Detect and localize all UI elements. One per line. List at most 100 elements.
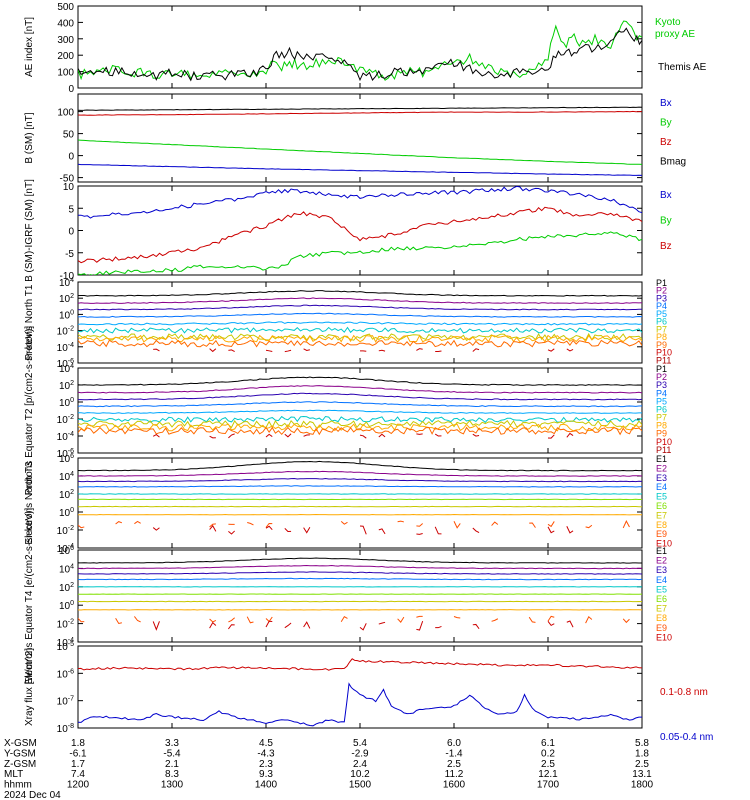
legend-label: P10 — [656, 348, 672, 358]
series-line-Bz — [78, 110, 642, 116]
series-line-E9 — [547, 521, 555, 528]
y-tick-label: 104 — [59, 363, 74, 375]
series-line-0.1-0.8 nm — [78, 658, 642, 671]
series-line-E10 — [566, 620, 574, 628]
y-tick-label: 10-8 — [57, 723, 74, 735]
x-row-value: -4.3 — [257, 748, 275, 759]
y-tick-label: 200 — [57, 51, 74, 62]
series-line-P10 — [566, 348, 574, 352]
legend-label: Bz — [660, 137, 672, 148]
series-line-E10 — [284, 527, 292, 532]
legend-label: 0.05-0.4 nm — [660, 732, 713, 743]
x-row-value: 1600 — [443, 780, 466, 791]
y-tick-label: -10 — [60, 271, 75, 282]
x-row-value: 1.8 — [71, 738, 85, 749]
series-line-E1 — [78, 460, 642, 472]
x-row-value: 1.8 — [635, 748, 649, 759]
series-line-E9 — [228, 617, 235, 623]
series-line-E9 — [416, 615, 423, 618]
series-line-E10 — [209, 524, 217, 532]
series-line-E10 — [265, 525, 273, 531]
y-tick-label: 10-4 — [57, 342, 74, 354]
legend-label: E8 — [656, 520, 667, 530]
series-line-E10 — [378, 528, 386, 535]
x-row-value: 5.4 — [353, 738, 367, 749]
series-line-E10 — [209, 621, 217, 629]
series-line-E9 — [529, 522, 536, 528]
y-tick-label: 0 — [68, 227, 74, 238]
legend-label: E9 — [656, 529, 667, 539]
series-line-P4 — [78, 312, 642, 318]
legend-label: E10 — [656, 539, 672, 549]
panel-3: -10 -5 0 5 10 B (SM)-IGRF (SM) [nT] Bx By Bz — [24, 179, 672, 282]
series-line-P10 — [209, 348, 217, 353]
y-tick-label: 50 — [63, 130, 75, 141]
series-line-P4 — [78, 401, 642, 408]
series-line-P5 — [78, 321, 642, 326]
series-line-E10 — [265, 620, 273, 628]
series-line-P10 — [359, 434, 367, 439]
legend-label: E7 — [656, 604, 667, 614]
x-row-value: 6.0 — [447, 738, 461, 749]
series-line-E9 — [491, 618, 499, 622]
y-tick-label: 10-7 — [57, 696, 74, 708]
y-tick-label: 10-5 — [57, 641, 74, 653]
series-line-E9 — [547, 615, 555, 622]
legend-label: E3 — [656, 565, 667, 575]
series-line-P9 — [78, 426, 642, 436]
x-row-value: 12.1 — [538, 769, 558, 780]
series-line-P8 — [78, 423, 642, 432]
series-line-P10 — [472, 433, 480, 437]
series-line-P10 — [153, 348, 160, 352]
series-line-E9 — [265, 522, 273, 528]
x-row-value: 9.3 — [259, 769, 273, 780]
y-tick-label: 10-6 — [57, 448, 74, 460]
x-row-value: 10.2 — [350, 769, 370, 780]
legend-label: E4 — [656, 482, 667, 492]
series-line-E10 — [227, 624, 235, 630]
series-line-Bx — [78, 163, 642, 176]
legend-label: P11 — [656, 445, 671, 455]
legend-label: 0.1-0.8 nm — [660, 687, 708, 698]
series-line-E4 — [78, 577, 642, 581]
series-line-E2 — [78, 470, 642, 477]
legend-label: Bx — [660, 98, 672, 109]
y-tick-label: 0 — [68, 152, 74, 163]
y-tick-label: 400 — [57, 18, 74, 29]
series-line-E9 — [78, 617, 85, 623]
series-line-E10 — [566, 526, 574, 534]
legend-label: P7 — [656, 413, 667, 423]
legend-label: E2 — [656, 556, 667, 566]
y-tick-label: 10 — [63, 182, 75, 193]
legend-label: P5 — [656, 309, 667, 319]
panel-7: 106 104 102 100 10-2 10-4 Electrons Equator T4… — [24, 508, 672, 685]
x-row-label: hhmm — [4, 780, 32, 791]
series-line-P10 — [284, 433, 292, 438]
legend-label: P3 — [656, 293, 667, 303]
series-line-P1 — [78, 376, 642, 386]
series-line-P6 — [78, 326, 642, 334]
legend-label: P1 — [656, 364, 667, 374]
series-line-P8 — [78, 334, 642, 343]
series-line-P10 — [228, 349, 235, 352]
legend-label: P6 — [656, 404, 667, 414]
x-row-value: 1700 — [537, 780, 560, 791]
series-line-E9 — [585, 615, 593, 624]
series-line-Bmag — [78, 106, 642, 111]
series-line-P10 — [265, 433, 273, 438]
series-line-E10 — [378, 621, 386, 625]
x-row-value: 2.4 — [353, 759, 367, 770]
series-line-E10 — [416, 533, 423, 535]
series-line-E9 — [134, 616, 141, 623]
series-line-E10 — [472, 527, 480, 534]
series-line-P3 — [78, 392, 642, 401]
y-axis-label: AE index [nT] — [24, 17, 35, 77]
series-line-E9 — [491, 521, 499, 526]
series-line-P10 — [303, 348, 310, 351]
series-line-E9 — [397, 616, 405, 623]
legend-label: By — [660, 215, 672, 226]
legend-label: E2 — [656, 463, 667, 473]
y-axis-label: B (SM)-IGRF (SM) [nT] — [24, 179, 35, 282]
series-line-P10 — [378, 433, 386, 438]
